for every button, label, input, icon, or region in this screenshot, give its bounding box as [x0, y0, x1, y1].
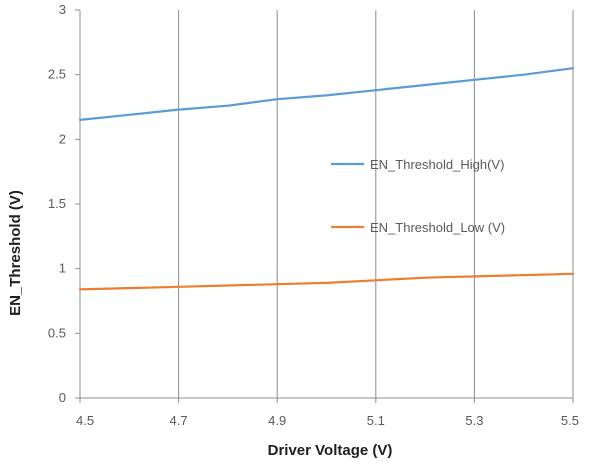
axes	[75, 9, 574, 403]
legend: EN_Threshold_High(V) EN_Threshold_Low (V)	[331, 157, 505, 235]
y-tick-label: 0	[59, 390, 66, 405]
series-lines	[78, 67, 575, 291]
x-tick-label: 4.9	[268, 413, 286, 428]
x-tick-label: 5.3	[465, 413, 483, 428]
x-tick-label: 5.5	[561, 413, 579, 428]
y-tick-label: 0.5	[48, 325, 66, 340]
axis-labels: Driver Voltage (V) EN_Threshold (V)	[7, 190, 392, 459]
series-line-1	[78, 272, 575, 291]
y-tick-label: 1	[59, 261, 66, 276]
legend-label-1: EN_Threshold_Low (V)	[370, 220, 505, 235]
x-tick-label: 5.1	[367, 413, 385, 428]
x-tick-label: 4.5	[76, 413, 94, 428]
series-line-0	[78, 67, 575, 122]
y-tick-label: 2	[59, 131, 66, 146]
tick-labels: 0 0.5 1 1.5 2 2.5 3 4.5 4.7 4.9 5.1 5.3 5.5	[48, 2, 579, 428]
x-axis-label: Driver Voltage (V)	[268, 442, 393, 459]
y-tick-label: 2.5	[48, 67, 66, 82]
y-axis-label: EN_Threshold (V)	[7, 190, 24, 316]
y-tick-label: 1.5	[48, 196, 66, 211]
legend-label-0: EN_Threshold_High(V)	[370, 157, 504, 172]
x-tick-label: 4.7	[170, 413, 188, 428]
gridlines	[178, 10, 574, 398]
y-tick-label: 3	[59, 2, 66, 17]
